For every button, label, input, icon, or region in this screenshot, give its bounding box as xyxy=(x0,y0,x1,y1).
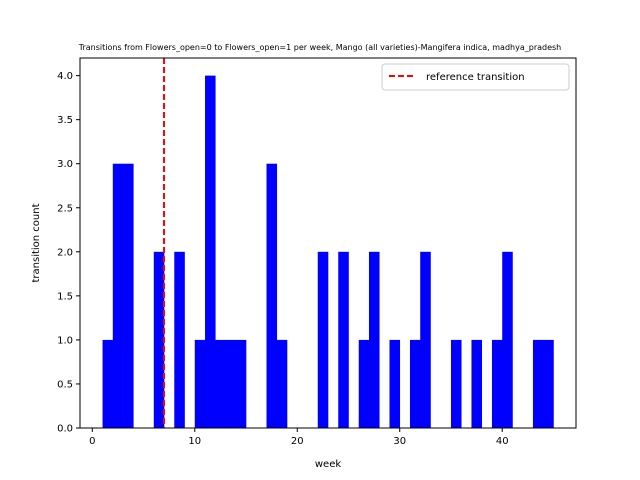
bar-week-44 xyxy=(543,339,554,428)
bar-week-32 xyxy=(420,251,431,428)
axes-frame xyxy=(79,57,577,429)
bar-week-27 xyxy=(368,251,380,428)
bar-week-22 xyxy=(317,251,329,428)
y-tick-label-4: 4.0 xyxy=(57,71,73,82)
bar-week-12 xyxy=(215,339,226,428)
bar-week-3 xyxy=(123,163,134,428)
y-axis-label: transition count xyxy=(31,203,42,282)
x-tick-label-40: 40 xyxy=(496,436,509,447)
bar-week-29 xyxy=(389,339,401,428)
y-tick-label-1: 1.0 xyxy=(57,335,73,346)
chart-title: Transitions from Flowers_open=0 to Flowe… xyxy=(78,43,562,52)
bar-week-14 xyxy=(235,339,247,428)
bar-week-11 xyxy=(205,75,216,428)
legend-entry-reference-transition: reference transition xyxy=(426,72,525,83)
bar-week-1 xyxy=(102,339,114,428)
bar-week-40 xyxy=(502,251,513,428)
x-tick-label-0: 0 xyxy=(89,436,95,447)
bar-week-17 xyxy=(266,163,278,428)
bar-week-2 xyxy=(112,163,124,428)
bar-week-39 xyxy=(491,339,503,428)
y-tick-label-3.5: 3.5 xyxy=(57,115,73,126)
y-tick-label-2: 2.0 xyxy=(57,247,73,258)
x-axis-label: week xyxy=(315,459,341,470)
bar-week-31 xyxy=(409,339,421,428)
bar-week-43 xyxy=(532,339,544,428)
bar-week-6 xyxy=(153,251,165,428)
bar-week-37 xyxy=(471,339,483,428)
legend: reference transition xyxy=(381,63,570,91)
y-tick-label-2.5: 2.5 xyxy=(57,203,73,214)
bar-week-26 xyxy=(358,339,370,428)
y-tick-label-1.5: 1.5 xyxy=(57,291,73,302)
bar-week-8 xyxy=(174,251,185,428)
plot-area: 0 10 20 30 40 0.0 0.5 1.0 1.5 2.0 2.5 3.0 3.5 4.0 xyxy=(57,57,577,447)
y-tick-label-0.5: 0.5 xyxy=(57,379,73,390)
bar-week-10 xyxy=(194,339,206,428)
y-tick-label-0: 0.0 xyxy=(57,424,73,435)
x-tick-label-10: 10 xyxy=(188,436,201,447)
legend-box xyxy=(381,63,570,91)
y-tick-label-3: 3.0 xyxy=(57,159,73,170)
x-tick-label-20: 20 xyxy=(291,436,304,447)
bar-week-13 xyxy=(225,339,237,428)
bar-week-35 xyxy=(450,339,462,428)
bar-week-18 xyxy=(276,339,288,428)
bar-week-24 xyxy=(338,251,349,428)
x-tick-label-30: 30 xyxy=(393,436,406,447)
